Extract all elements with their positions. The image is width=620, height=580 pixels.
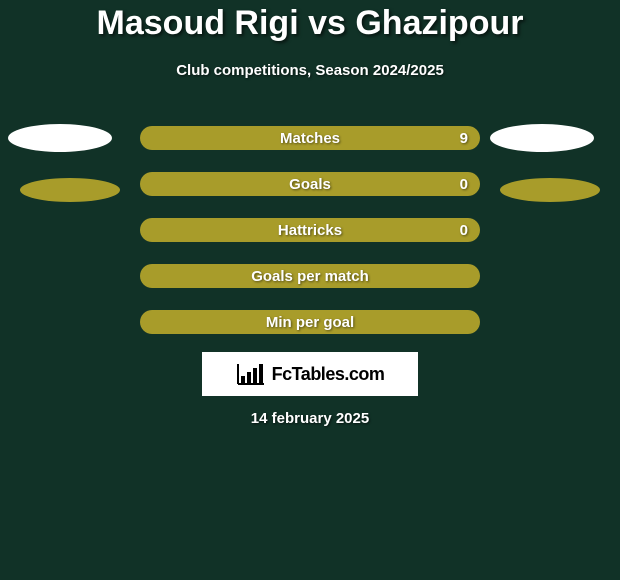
statbar-matches: Matches 9 [140,126,480,150]
bar-chart-icon [236,362,266,386]
fctables-logo: FcTables.com [202,352,418,396]
statbar-label: Goals per match [251,268,369,285]
statbar-value: 9 [460,130,468,147]
statbar-label: Hattricks [278,222,342,239]
statbar-label: Goals [289,176,331,193]
statbar-label: Matches [280,130,340,147]
statbar-value: 0 [460,176,468,193]
statbar-goals-per-match: Goals per match [140,264,480,288]
decorative-ellipse [8,124,112,152]
logo-text: FcTables.com [272,364,385,385]
date-text: 14 february 2025 [0,410,620,427]
statbar-min-per-goal: Min per goal [140,310,480,334]
statbar-value: 0 [460,222,468,239]
statbar-hattricks: Hattricks 0 [140,218,480,242]
statbar-label: Min per goal [266,314,354,331]
comparison-canvas: Masoud Rigi vs Ghazipour Club competitio… [0,0,620,580]
page-title: Masoud Rigi vs Ghazipour [0,4,620,43]
decorative-ellipse [490,124,594,152]
subtitle: Club competitions, Season 2024/2025 [0,62,620,79]
decorative-ellipse [20,178,120,202]
decorative-ellipse [500,178,600,202]
statbar-goals: Goals 0 [140,172,480,196]
